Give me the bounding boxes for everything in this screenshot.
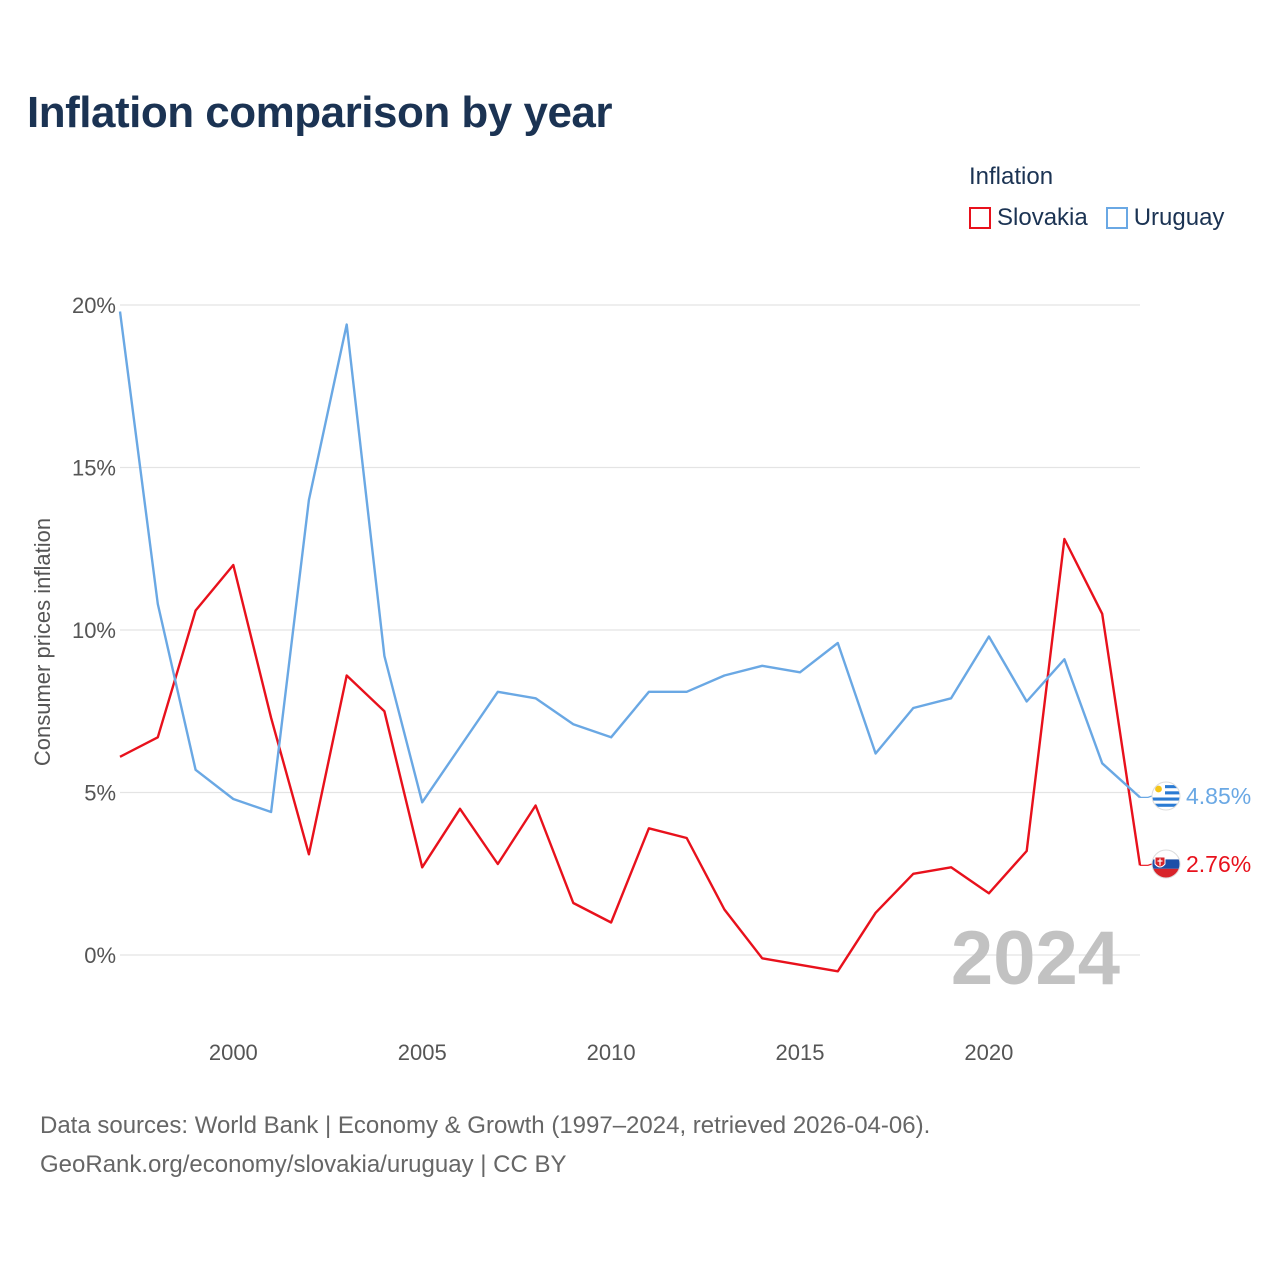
data-point-slovakia[interactable]	[193, 608, 199, 614]
legend-swatch-slovakia	[969, 207, 991, 229]
data-point-uruguay[interactable]	[381, 653, 387, 659]
legend-swatch-uruguay	[1105, 207, 1128, 229]
data-point-uruguay[interactable]	[117, 309, 123, 315]
data-point-slovakia[interactable]	[986, 890, 992, 896]
data-point-slovakia[interactable]	[1024, 848, 1030, 854]
series-line-slovakia[interactable]	[119, 537, 1142, 973]
y-tick-label: 15%	[72, 456, 116, 481]
data-point-uruguay[interactable]	[1024, 699, 1030, 705]
data-point-slovakia[interactable]	[230, 562, 236, 568]
legend-item-slovakia[interactable]: Slovakia	[969, 204, 1088, 232]
legend-item-uruguay[interactable]: Uruguay	[1105, 204, 1225, 232]
data-point-uruguay[interactable]	[1061, 656, 1067, 662]
data-point-slovakia[interactable]	[948, 864, 954, 870]
data-point-uruguay[interactable]	[759, 663, 765, 669]
data-point-uruguay[interactable]	[684, 689, 690, 695]
data-point-slovakia[interactable]	[570, 900, 576, 906]
y-tick-label: 0%	[84, 943, 116, 968]
data-point-uruguay[interactable]	[1099, 760, 1105, 766]
x-tick-label: 2005	[398, 1040, 447, 1065]
data-point-slovakia[interactable]	[155, 734, 161, 740]
series-line-uruguay[interactable]	[118, 311, 1141, 814]
data-point-slovakia[interactable]	[533, 803, 539, 809]
data-point-uruguay[interactable]	[986, 634, 992, 640]
data-point-slovakia[interactable]	[910, 871, 916, 877]
data-point-slovakia[interactable]	[419, 864, 425, 870]
series-lines	[117, 309, 1142, 974]
data-point-uruguay[interactable]	[797, 669, 803, 675]
series-end-labels: 2.76% 4.85%	[1140, 781, 1251, 879]
data-point-uruguay[interactable]	[306, 497, 312, 503]
data-point-uruguay[interactable]	[495, 689, 501, 695]
data-point-slovakia[interactable]	[608, 920, 614, 926]
legend-label-slovakia: Slovakia	[997, 204, 1088, 231]
data-point-uruguay[interactable]	[155, 601, 161, 607]
data-point-uruguay[interactable]	[948, 695, 954, 701]
year-watermark: 2024	[951, 916, 1120, 1001]
data-point-slovakia[interactable]	[306, 851, 312, 857]
data-point-uruguay[interactable]	[268, 809, 274, 815]
data-point-slovakia[interactable]	[835, 968, 841, 974]
gridlines	[120, 304, 1140, 956]
data-point-slovakia[interactable]	[646, 825, 652, 831]
line-chart: 0% 5% 10% 15% 20% 2000 2005 2010 2015 2020 Consu…	[30, 293, 1251, 1065]
x-tick-label: 2010	[587, 1040, 636, 1065]
chart-title: Inflation comparison by year	[27, 88, 613, 137]
data-point-slovakia[interactable]	[457, 806, 463, 812]
data-point-uruguay[interactable]	[344, 322, 350, 328]
data-point-uruguay[interactable]	[570, 721, 576, 727]
data-point-slovakia[interactable]	[797, 962, 803, 968]
uruguay-flag-icon	[1151, 781, 1181, 811]
data-point-uruguay[interactable]	[835, 640, 841, 646]
data-point-uruguay[interactable]	[721, 673, 727, 679]
legend-title: Inflation	[969, 163, 1054, 190]
data-point-uruguay[interactable]	[910, 705, 916, 711]
footer-sources: Data sources: World Bank | Economy & Gro…	[40, 1112, 931, 1139]
data-point-slovakia[interactable]	[117, 754, 123, 760]
data-point-uruguay[interactable]	[533, 695, 539, 701]
data-point-uruguay[interactable]	[419, 799, 425, 805]
legend: Slovakia Uruguay	[969, 204, 1224, 232]
y-tick-label: 10%	[72, 618, 116, 643]
data-point-uruguay[interactable]	[193, 767, 199, 773]
end-connector	[1140, 863, 1153, 866]
data-point-uruguay[interactable]	[873, 751, 879, 757]
data-point-slovakia[interactable]	[381, 708, 387, 714]
end-value-label-slovakia: 2.76%	[1186, 851, 1251, 877]
data-point-uruguay[interactable]	[608, 734, 614, 740]
data-point-uruguay[interactable]	[230, 796, 236, 802]
data-point-slovakia[interactable]	[495, 861, 501, 867]
end-connector	[1140, 795, 1153, 798]
data-point-slovakia[interactable]	[268, 715, 274, 721]
data-point-uruguay[interactable]	[646, 689, 652, 695]
x-tick-label: 2000	[209, 1040, 258, 1065]
y-tick-label: 5%	[84, 781, 116, 806]
data-point-slovakia[interactable]	[344, 673, 350, 679]
x-axis-tick-labels: 2000 2005 2010 2015 2020	[209, 1040, 1014, 1065]
data-point-slovakia[interactable]	[1061, 536, 1067, 542]
y-axis-title: Consumer prices inflation	[30, 518, 55, 766]
legend-label-uruguay: Uruguay	[1133, 204, 1225, 231]
y-axis-tick-labels: 0% 5% 10% 15% 20%	[72, 293, 116, 968]
data-point-slovakia[interactable]	[721, 907, 727, 913]
data-point-slovakia[interactable]	[759, 955, 765, 961]
x-tick-label: 2020	[964, 1040, 1013, 1065]
end-value-label-uruguay: 4.85%	[1186, 783, 1251, 809]
footer-attribution: GeoRank.org/economy/slovakia/uruguay | C…	[40, 1151, 567, 1178]
data-point-slovakia[interactable]	[684, 835, 690, 841]
footer: Data sources: World Bank | Economy & Gro…	[40, 1106, 930, 1184]
y-tick-label: 20%	[72, 293, 116, 318]
data-point-slovakia[interactable]	[873, 910, 879, 916]
slovakia-flag-icon	[1151, 849, 1181, 879]
x-tick-label: 2015	[776, 1040, 825, 1065]
data-point-slovakia[interactable]	[1099, 611, 1105, 617]
data-point-uruguay[interactable]	[457, 744, 463, 750]
